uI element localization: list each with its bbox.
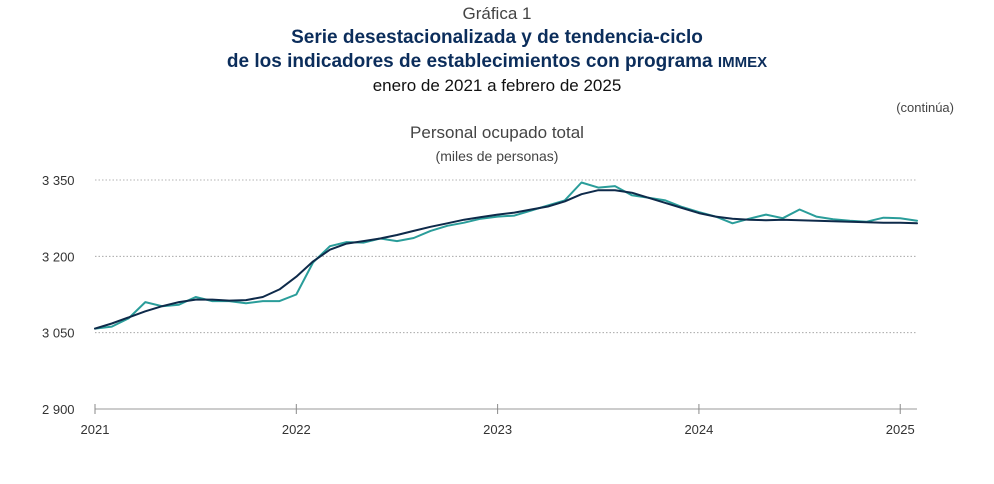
title-line2-main: de los indicadores de establecimientos c… xyxy=(226,51,713,72)
chart-title-line2: de los indicadores de establecimientos c… xyxy=(0,51,994,73)
x-tick-label: 2021 xyxy=(81,422,110,437)
plot-units: (miles de personas) xyxy=(435,148,559,164)
x-tick-label: 2023 xyxy=(483,422,512,437)
title-acronym: IMMEX xyxy=(717,54,768,71)
x-tick-label: 2024 xyxy=(684,422,713,437)
series-layer xyxy=(94,181,918,330)
y-tick-label: 3 350 xyxy=(42,173,75,188)
continues-label: (continúa) xyxy=(896,100,954,115)
seasonally-adjusted-line xyxy=(94,181,918,330)
grid-layer xyxy=(95,179,917,334)
x-tick-label: 2022 xyxy=(282,422,311,437)
y-tick-label: 2 900 xyxy=(42,402,75,417)
chart-title-line1: Serie desestacionalizada y de tendencia-… xyxy=(291,27,703,48)
period-label: enero de 2021 a febrero de 2025 xyxy=(372,76,622,95)
plot-title: Personal ocupado total xyxy=(410,123,584,142)
figure-number: Gráfica 1 xyxy=(462,4,532,23)
x-tick-label: 2025 xyxy=(886,422,915,437)
y-tick-label: 3 200 xyxy=(42,249,75,264)
trend-cycle-line xyxy=(94,189,918,330)
axis-layer: 2 900 3 050 3 200 3 350 2021 2022 2023 2024 2025 xyxy=(42,173,917,437)
y-tick-label: 3 050 xyxy=(42,326,75,341)
